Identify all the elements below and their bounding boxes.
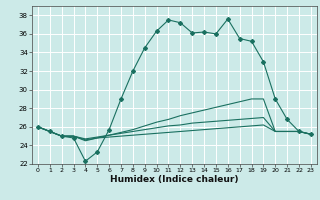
- X-axis label: Humidex (Indice chaleur): Humidex (Indice chaleur): [110, 175, 239, 184]
